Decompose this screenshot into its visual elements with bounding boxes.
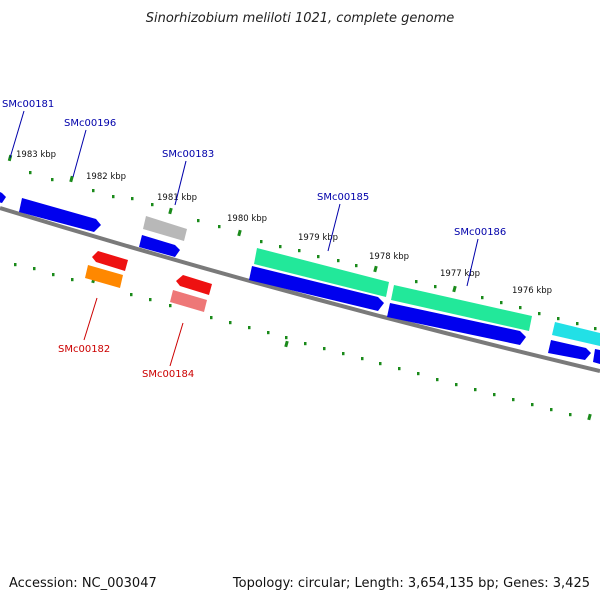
scale-label-1983: 1983 kbp — [16, 150, 56, 160]
cds-arrow-smc00185[interactable] — [249, 266, 384, 311]
scale-label-1977: 1977 kbp — [440, 269, 480, 279]
upper-scale-track — [7, 154, 597, 331]
genome-backbone — [0, 206, 600, 373]
cds-arrow-smc00182[interactable] — [92, 251, 128, 271]
cds-arrow-smc00196[interactable] — [19, 198, 101, 232]
scale-label-1979: 1979 kbp — [298, 233, 338, 243]
gene-label-smc00182[interactable]: SMc00182 — [58, 344, 110, 355]
accession-text: Accession: NC_003047 — [9, 576, 157, 591]
forward-feature-track — [143, 216, 600, 346]
feature-cyan[interactable] — [552, 322, 600, 346]
gene-labels: SMc00181 SMc00196 SMc00183 SMc00185 SMc0… — [2, 99, 506, 380]
topology-text: Topology: circular; Length: 3,654,135 bp… — [232, 576, 590, 591]
gene-label-smc00184[interactable]: SMc00184 — [142, 369, 194, 380]
feature-grey[interactable] — [143, 216, 187, 241]
forward-cds-track — [0, 191, 600, 364]
gene-label-smc00196[interactable]: SMc00196 — [64, 118, 116, 129]
feature-orange-smc00182[interactable] — [85, 265, 123, 288]
cds-arrow-smc00181[interactable] — [0, 191, 6, 203]
cds-arrow-smc00186[interactable] — [387, 303, 526, 345]
scale-label-1978: 1978 kbp — [369, 252, 409, 262]
cds-arrow-smc00184[interactable] — [176, 275, 212, 295]
feature-teal-smc00185[interactable] — [254, 248, 389, 297]
map-title: Sinorhizobium meliloti 1021, complete ge… — [146, 11, 455, 26]
cds-arrow-right-2[interactable] — [593, 349, 600, 364]
scale-label-1982: 1982 kbp — [86, 172, 126, 182]
scale-label-1976: 1976 kbp — [512, 286, 552, 296]
cds-arrow-smc00183[interactable] — [139, 235, 180, 257]
gene-label-smc00181[interactable]: SMc00181 — [2, 99, 54, 110]
gene-label-smc00185[interactable]: SMc00185 — [317, 192, 369, 203]
reverse-feature-track — [85, 251, 212, 312]
gene-label-smc00183[interactable]: SMc00183 — [162, 149, 214, 160]
cds-arrow-right-1[interactable] — [548, 340, 591, 360]
gene-label-smc00186[interactable]: SMc00186 — [454, 227, 506, 238]
gene-leader-lines — [9, 110, 479, 367]
feature-teal-smc00186[interactable] — [391, 285, 532, 331]
feature-pink-smc00184[interactable] — [170, 290, 207, 312]
scale-label-1980: 1980 kbp — [227, 214, 267, 224]
